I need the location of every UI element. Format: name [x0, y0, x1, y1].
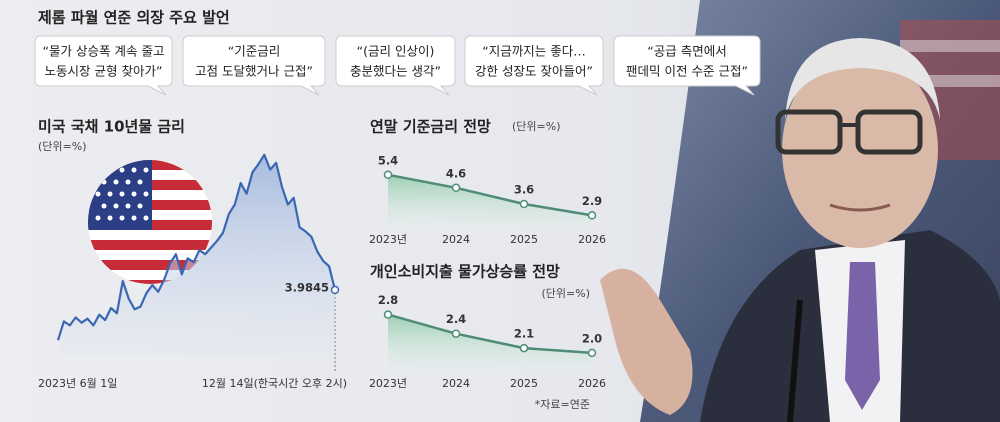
- value-label: 2.8: [378, 293, 398, 307]
- quote-bubble: “지금까지는 좋다… 강한 성장도 잦아들어”: [464, 35, 604, 96]
- data-point: [451, 183, 461, 192]
- quote-line: “기준금리: [228, 44, 280, 59]
- value-label: 4.6: [446, 166, 466, 180]
- quote-line: 강한 성장도 잦아들어”: [475, 64, 593, 79]
- data-point: [519, 343, 529, 353]
- bubble-shape: [335, 35, 456, 96]
- value-label: 5.4: [378, 153, 398, 167]
- value-label: 2.4: [446, 312, 466, 326]
- area-fill: [388, 174, 592, 230]
- quote-line: 팬데믹 이전 수준 근접”: [626, 64, 748, 79]
- data-point: [519, 199, 529, 209]
- x-tick-label: 2024: [442, 233, 470, 246]
- chart-unit: (단위=%): [542, 287, 591, 300]
- quote-line: “물가 상승폭 계속 줄고: [43, 44, 165, 59]
- data-point: [330, 285, 340, 295]
- quote-line: “(금리 인상이): [357, 44, 435, 59]
- bubble-shape: [34, 35, 173, 96]
- quote-bubble: “(금리 인상이) 충분했다는 생각”: [335, 35, 456, 96]
- data-line: [387, 173, 593, 217]
- chart: 개인소비지출 물가상승률 전망 (단위=%) 2.8 2023년 2.4 2024 2.1 2…: [369, 263, 606, 391]
- x-tick-label: 12월 14일(한국시간 오후 2시): [202, 376, 347, 390]
- chart-title: 미국 국채 10년물 금리: [38, 118, 185, 136]
- data-point: [451, 329, 461, 338]
- x-tick-label: 2026: [578, 233, 606, 246]
- chart-title: 개인소비지출 물가상승률 전망: [370, 263, 560, 281]
- x-tick-label: 2025: [510, 233, 538, 246]
- source-note: *자료=연준: [535, 398, 590, 411]
- data-line: [56, 153, 337, 341]
- chart: 미국 국채 10년물 금리 (단위=%) 2023년 6월 1일 3.9845 12월 …: [38, 118, 347, 391]
- data-point: [383, 170, 393, 179]
- bubble-shape: [182, 35, 326, 96]
- x-tick-label: 2025: [510, 377, 538, 390]
- chart-unit: (단위=%): [38, 140, 87, 153]
- data-point: [587, 211, 597, 220]
- photo: [600, 0, 1000, 422]
- data-point: [383, 310, 393, 319]
- area-fill: [58, 154, 335, 355]
- quote-line: “지금까지는 좋다…: [482, 44, 585, 59]
- chart: 연말 기준금리 전망 (단위=%) 5.4 2023년 4.6 2024 3.6 2025 2.…: [369, 118, 606, 247]
- x-tick-label: 2024: [442, 377, 470, 390]
- value-label: 2.9: [582, 194, 602, 208]
- value-label: 2.0: [582, 331, 602, 345]
- quote-line: 노동시장 균형 찾아가”: [45, 64, 163, 79]
- x-tick-label: 2023년: [369, 233, 407, 246]
- quote-line: 고점 도달했거나 근접”: [195, 64, 313, 79]
- value-label: 3.9845: [285, 280, 329, 294]
- x-tick-label: 2026: [578, 377, 606, 390]
- quote-line: 충분했다는 생각”: [350, 64, 441, 79]
- bubble-shape: [613, 35, 761, 96]
- data-line: [387, 313, 593, 355]
- value-label: 3.6: [514, 183, 534, 197]
- chart-unit: (단위=%): [512, 120, 561, 133]
- data-point: [587, 348, 597, 358]
- quote-line: “공급 측면에서: [647, 44, 726, 59]
- x-tick-label: 2023년 6월 1일: [38, 376, 117, 390]
- x-tick-label: 2023년: [369, 377, 407, 390]
- page-title: 제롬 파월 연준 의장 주요 발언: [38, 9, 230, 27]
- chart-title: 연말 기준금리 전망: [370, 118, 491, 136]
- value-label: 2.1: [514, 327, 534, 341]
- bubble-shape: [464, 35, 604, 96]
